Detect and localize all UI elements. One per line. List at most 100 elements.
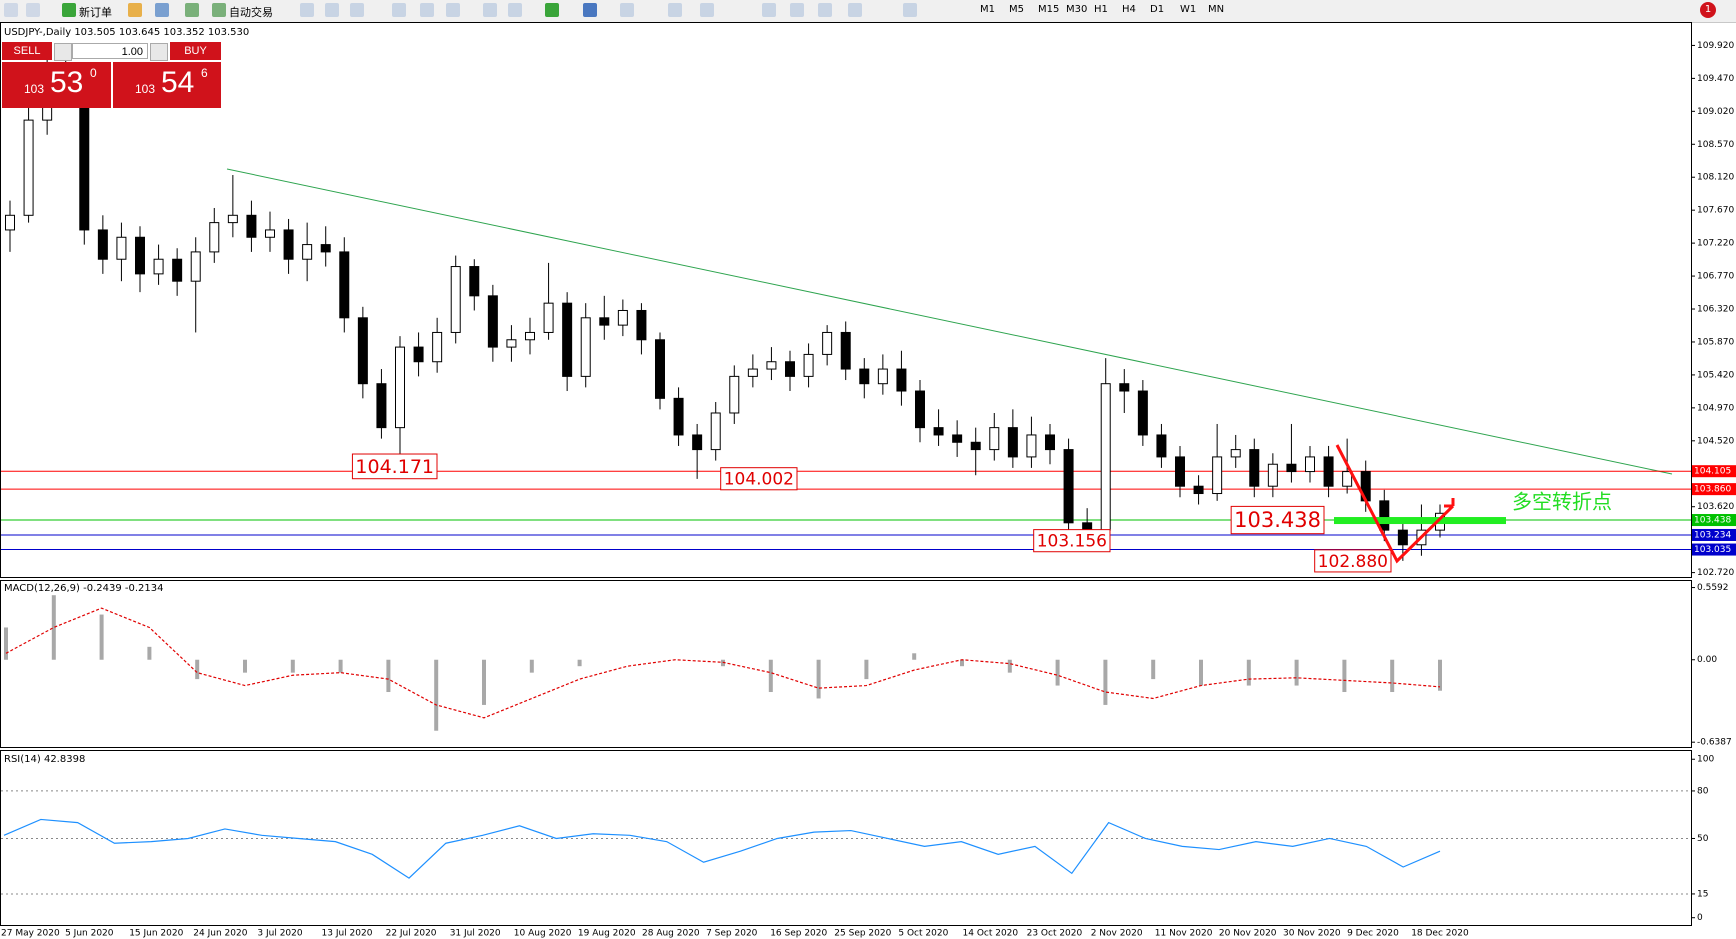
macd-bar bbox=[51, 595, 56, 660]
bid-box[interactable]: 103 53 0 bbox=[2, 62, 111, 108]
y-tick-label: 103.620 bbox=[1697, 502, 1734, 512]
x-tick-label: 7 Sep 2020 bbox=[706, 929, 758, 939]
toolbar-icon[interactable] bbox=[300, 3, 314, 17]
macd-bar bbox=[768, 659, 773, 693]
toolbar-icon[interactable] bbox=[583, 3, 597, 17]
trade-panel: SELL 1.00 BUY 103 53 0 103 54 6 bbox=[2, 42, 221, 108]
toolbar-icon[interactable] bbox=[790, 3, 804, 17]
auto-trading-button[interactable]: 自动交易 bbox=[229, 6, 273, 19]
candle-body bbox=[970, 441, 981, 451]
toolbar-icon[interactable] bbox=[325, 3, 339, 17]
candle-body bbox=[487, 295, 498, 348]
toolbar-icon[interactable] bbox=[446, 3, 460, 17]
toolbar-icon[interactable] bbox=[128, 3, 142, 17]
timeframe-button[interactable]: M30 bbox=[1066, 4, 1088, 15]
rsi-line bbox=[3, 818, 1441, 879]
toolbar-icon[interactable] bbox=[762, 3, 776, 17]
candle-body bbox=[97, 229, 108, 260]
level-tag-label: 103.234 bbox=[1694, 530, 1731, 540]
x-tick-label: 30 Nov 2020 bbox=[1283, 929, 1341, 939]
candle-body bbox=[1063, 449, 1074, 524]
candle-body bbox=[803, 353, 814, 377]
pivot-bar bbox=[1334, 517, 1506, 525]
toolbar: 新订单 自动交易 M1 M5 M15 M30 H1 H4 D1 W1 MN 1 bbox=[0, 0, 1736, 23]
candle-body bbox=[506, 339, 517, 348]
candle-body bbox=[580, 317, 591, 377]
y-tick-label: 106.770 bbox=[1697, 272, 1734, 282]
toolbar-icon[interactable] bbox=[903, 3, 917, 17]
timeframe-button[interactable]: M1 bbox=[980, 4, 995, 15]
candle-body bbox=[729, 375, 740, 414]
auto-trading-icon[interactable] bbox=[212, 3, 226, 17]
ask-box[interactable]: 103 54 6 bbox=[113, 62, 221, 108]
x-tick-label: 15 Jun 2020 bbox=[129, 929, 183, 939]
level-tag bbox=[1692, 514, 1736, 527]
callout-box bbox=[1314, 549, 1392, 573]
toolbar-icon[interactable] bbox=[483, 3, 497, 17]
y-tick-label: 109.920 bbox=[1697, 41, 1734, 51]
buy-button[interactable]: BUY bbox=[170, 42, 221, 60]
macd-bar bbox=[1294, 659, 1299, 686]
y-tick-label: 0 bbox=[1697, 913, 1703, 923]
toolbar-icon[interactable] bbox=[545, 3, 559, 17]
lot-down[interactable] bbox=[54, 43, 72, 61]
timeframe-button[interactable]: D1 bbox=[1150, 4, 1165, 15]
toolbar-icon[interactable] bbox=[668, 3, 682, 17]
y-tick-label: 100 bbox=[1697, 755, 1714, 765]
toolbar-icon[interactable] bbox=[392, 3, 406, 17]
toolbar-icon[interactable] bbox=[620, 3, 634, 17]
candle-body bbox=[599, 317, 610, 326]
macd-bar bbox=[1438, 659, 1442, 691]
candle-body bbox=[1249, 449, 1260, 487]
timeframe-button[interactable]: W1 bbox=[1180, 4, 1197, 15]
level-tag-label: 103.860 bbox=[1694, 485, 1731, 495]
level-tag bbox=[1692, 465, 1736, 478]
toolbar-icon[interactable] bbox=[700, 3, 714, 17]
arrow-head bbox=[1444, 498, 1455, 508]
timeframe-button[interactable]: MN bbox=[1208, 4, 1225, 15]
timeframe-button[interactable]: M5 bbox=[1009, 4, 1024, 15]
y-tick-label: 105.870 bbox=[1697, 337, 1734, 347]
toolbar-icon[interactable] bbox=[420, 3, 434, 17]
x-tick-label: 16 Sep 2020 bbox=[770, 929, 827, 939]
candle-body bbox=[376, 383, 387, 429]
candle-body bbox=[859, 368, 870, 385]
timeframe-button[interactable]: H1 bbox=[1094, 4, 1108, 15]
toolbar-icon[interactable] bbox=[848, 3, 862, 17]
candle-body bbox=[357, 317, 368, 385]
x-tick-label: 2 Nov 2020 bbox=[1091, 929, 1143, 939]
timeframe-button[interactable]: M15 bbox=[1038, 4, 1060, 15]
toolbar-icon[interactable] bbox=[185, 3, 199, 17]
candle-body bbox=[1193, 485, 1204, 495]
candle-body bbox=[989, 427, 1000, 451]
candle-body bbox=[1026, 434, 1037, 458]
candle-body bbox=[896, 368, 907, 392]
new-order-button[interactable]: 新订单 bbox=[79, 6, 112, 19]
toolbar-icon[interactable] bbox=[155, 3, 169, 17]
toolbar-icon[interactable] bbox=[818, 3, 832, 17]
x-tick-label: 3 Jul 2020 bbox=[257, 929, 302, 939]
y-tick-label: 0.00 bbox=[1697, 655, 1717, 665]
timeframe-button[interactable]: H4 bbox=[1122, 4, 1136, 15]
toolbar-icon[interactable] bbox=[350, 3, 364, 17]
toolbar-icon[interactable] bbox=[508, 3, 522, 17]
lot-up[interactable] bbox=[150, 43, 168, 61]
candle-body bbox=[766, 361, 777, 370]
alert-badge[interactable]: 1 bbox=[1700, 2, 1716, 18]
toolbar-icon[interactable] bbox=[26, 3, 40, 17]
candle-body bbox=[302, 244, 313, 260]
macd-bar bbox=[1007, 659, 1012, 673]
new-order-icon[interactable] bbox=[62, 3, 76, 17]
candle-body bbox=[673, 397, 684, 436]
y-tick-label: 107.670 bbox=[1697, 206, 1734, 216]
toolbar-icon[interactable] bbox=[4, 3, 18, 17]
candle-body bbox=[246, 214, 257, 238]
sell-button[interactable]: SELL bbox=[2, 42, 52, 60]
trend-line bbox=[226, 168, 1673, 475]
candle-body bbox=[1119, 383, 1130, 392]
macd-bar bbox=[386, 659, 391, 693]
x-tick-label: 22 Jul 2020 bbox=[386, 929, 437, 939]
lot-input[interactable]: 1.00 bbox=[72, 43, 148, 59]
